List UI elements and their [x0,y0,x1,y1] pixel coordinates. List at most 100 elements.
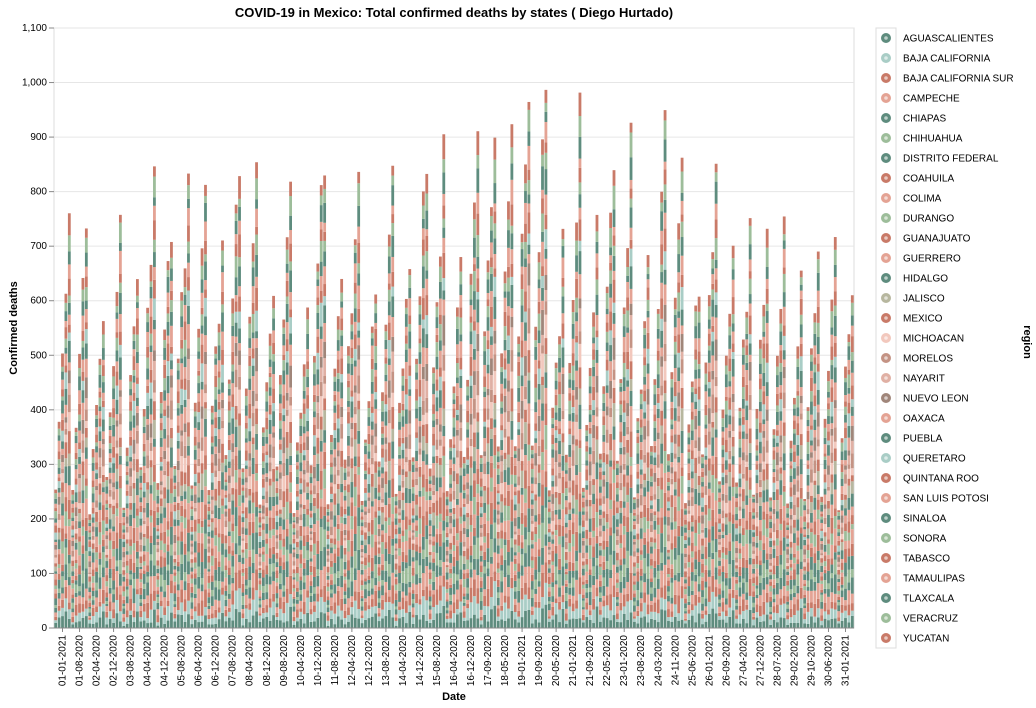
bar-segment [217,607,221,613]
bar-segment [190,571,194,575]
bar-segment [193,606,197,612]
bar-segment [238,469,241,478]
bar-segment [537,343,541,361]
bar-segment [156,517,160,526]
bar-segment [571,395,575,408]
bar-segment [340,335,344,347]
bar-segment [452,573,456,584]
bar-segment [367,590,371,597]
bar-segment [438,367,442,377]
bar-segment [524,455,527,471]
bar-segment [156,615,160,623]
bar-segment [581,561,585,566]
bar-segment [534,438,538,443]
bar-segment [210,489,214,497]
bar-segment [306,508,310,515]
bar-segment [588,518,592,532]
bar-segment [289,523,292,545]
bar-segment [71,546,75,551]
bar-segment [74,584,78,593]
bar-segment [101,546,105,553]
bar-segment [292,524,296,529]
bar-group [479,137,497,628]
bar-segment [272,361,275,375]
bar-segment [61,441,64,449]
bar-segment [353,516,357,535]
bar-segment [296,483,299,491]
bar-segment [367,425,371,434]
bar-segment [316,428,320,438]
bar-segment [248,580,252,588]
bar-segment [292,547,296,550]
bar-segment [139,621,143,628]
bar-segment [115,560,119,567]
bar-segment [347,400,350,407]
bar-segment [517,387,521,402]
bar-segment [61,448,64,455]
bar-segment [125,543,129,552]
bar-segment [289,471,292,483]
bar-segment [105,606,109,612]
bar-segment [449,474,452,484]
bar-segment [340,330,344,336]
bar-segment [200,363,204,382]
bar-segment [112,487,115,492]
bar-segment [241,490,245,496]
bar-segment [490,326,493,337]
bar-segment [360,509,364,513]
bar-segment [425,270,429,279]
bar-segment [309,575,313,582]
bar-segment [299,611,303,619]
bar-segment [387,397,391,410]
bar-segment [187,436,190,446]
bar-segment [483,474,487,486]
bar-segment [170,387,173,401]
bar-segment [564,514,568,523]
bar-segment [534,526,538,535]
bar-segment [384,411,388,426]
bar-segment [404,471,408,478]
bar-segment [551,424,555,429]
bar-segment [486,621,490,628]
bar-segment [278,444,282,450]
bar-segment [449,594,452,601]
bar-segment [234,455,238,471]
bar-segment [278,428,282,440]
bar-segment [105,557,109,562]
bar-segment [466,559,470,570]
bar-segment [411,623,415,628]
bar-segment [248,495,252,501]
bar-segment [146,331,150,347]
bar-segment [91,607,95,617]
bar-segment [91,590,95,597]
bar-segment [493,522,497,539]
bar-segment [54,571,58,574]
bar-segment [231,550,235,556]
bar-segment [200,621,204,628]
bar-segment [541,376,544,386]
bar-segment [432,427,435,434]
bar-segment [115,337,119,351]
bar-segment [112,457,115,464]
bar-segment [183,294,187,305]
bar-segment [149,560,153,577]
bar-segment [401,500,405,511]
bar-segment [275,562,279,568]
bar-group [156,241,173,628]
bar-segment [180,441,184,457]
bar-segment [350,468,354,483]
bar-segment [159,567,163,575]
bar-segment [244,405,248,416]
bar-segment [84,608,88,617]
bar-segment [210,537,214,549]
bar-segment [142,426,146,434]
bar-segment [316,279,320,286]
bar-segment [207,519,211,525]
bar-segment [551,510,555,521]
bar-segment [306,472,310,483]
bar-segment [180,554,184,564]
bar-segment [323,488,327,507]
bar-segment [415,603,418,616]
bar-segment [554,514,558,525]
bar-segment [265,443,269,452]
